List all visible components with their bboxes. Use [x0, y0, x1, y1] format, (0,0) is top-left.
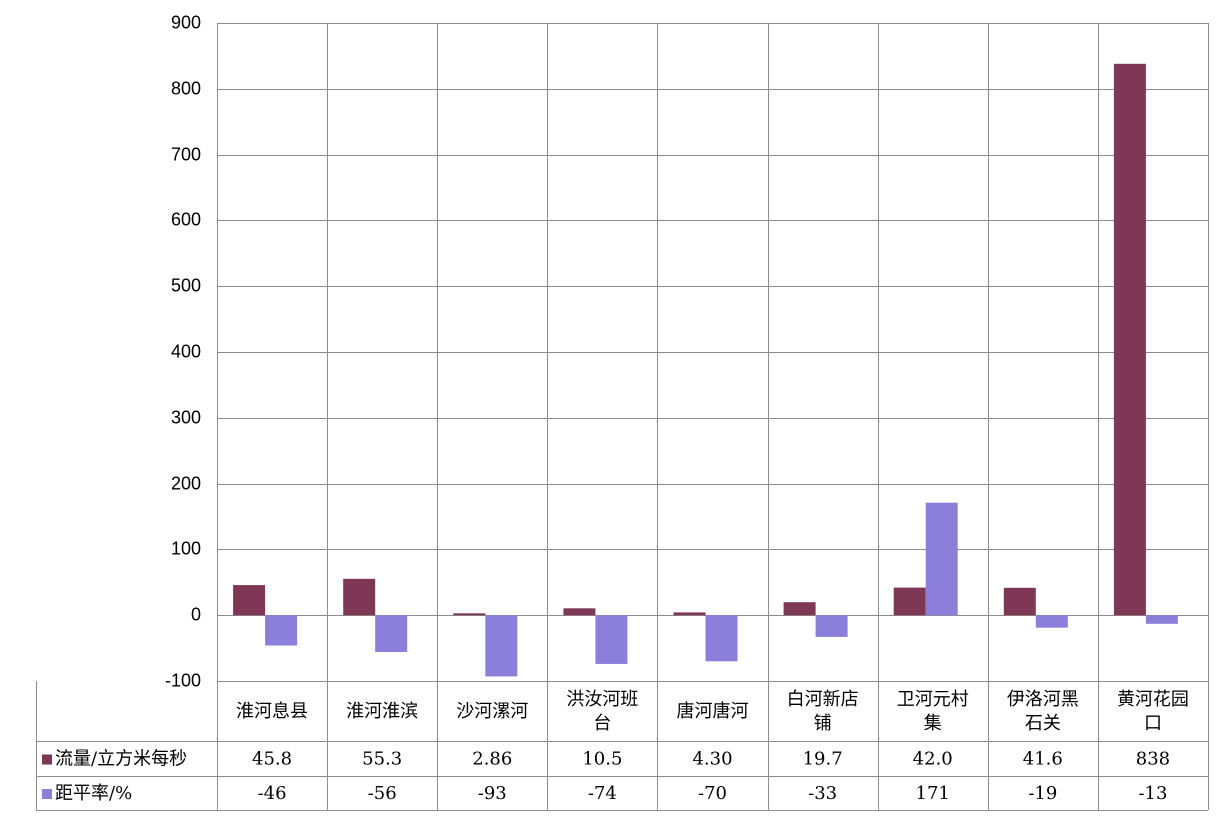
category-label: 铺 [814, 713, 832, 734]
bar-anomaly [925, 502, 958, 616]
bar-flow [673, 612, 706, 616]
y-tick-label: 200 [171, 473, 201, 493]
y-tick-label: 0 [191, 604, 201, 624]
table-cell: 10.5 [582, 749, 622, 770]
category-label: 石关 [1025, 713, 1061, 734]
table-cell: -93 [478, 783, 507, 804]
legend-key-flow [42, 754, 52, 765]
table-cell: 19.7 [803, 749, 843, 770]
table-cell: -33 [808, 783, 837, 804]
y-tick-label: 500 [171, 275, 201, 295]
category-label: 唐河唐河 [677, 701, 749, 722]
table-cell: 4.30 [692, 749, 732, 770]
category-label: 伊洛河黑 [1007, 689, 1079, 710]
y-tick-label: -100 [165, 670, 201, 690]
y-tick-label: 900 [171, 12, 201, 32]
category-label: 台 [593, 713, 611, 734]
legend-label: 距平率/% [55, 783, 132, 804]
bar-anomaly [485, 615, 518, 677]
bar-anomaly [375, 615, 408, 652]
category-label: 黄河花园 [1117, 689, 1189, 710]
category-label: 卫河元村 [897, 689, 969, 710]
bar-flow [893, 587, 926, 616]
category-label: 沙河漯河 [456, 701, 528, 722]
table-cell: 42.0 [913, 749, 953, 770]
table-cell: -19 [1028, 783, 1057, 804]
y-tick-label: 300 [171, 407, 201, 427]
bar-anomaly [1035, 615, 1068, 628]
category-label: 白河新店 [787, 689, 859, 710]
category-label: 口 [1144, 713, 1162, 734]
bar-flow [1003, 587, 1036, 616]
table-cell: 55.3 [362, 749, 402, 770]
table-cell: -56 [368, 783, 397, 804]
bar-flow [1113, 63, 1146, 616]
bar-anomaly [595, 615, 628, 664]
table-cell: 171 [916, 783, 950, 804]
bar-flow [783, 602, 816, 616]
bar-anomaly [705, 615, 738, 662]
y-tick-label: 700 [171, 144, 201, 164]
bar-flow [233, 585, 266, 616]
category-label: 淮河息县 [236, 701, 308, 722]
y-tick-label: 400 [171, 341, 201, 361]
category-label: 集 [924, 713, 942, 734]
legend-label: 流量/立方米每秒 [55, 749, 187, 770]
bar-flow [343, 578, 376, 616]
bar-anomaly [1145, 615, 1178, 624]
y-tick-label: 600 [171, 209, 201, 229]
legend-key-anomaly [42, 789, 52, 799]
table-cell: -13 [1138, 783, 1167, 804]
table-cell: 41.6 [1023, 749, 1063, 770]
table-cell: 2.86 [472, 749, 512, 770]
table-cell: -46 [258, 783, 287, 804]
category-label: 洪汝河班 [566, 689, 638, 710]
table-cell: -70 [698, 783, 727, 804]
table-cell: -74 [588, 783, 617, 804]
y-tick-label: 100 [171, 538, 201, 558]
y-tick-label: 800 [171, 78, 201, 98]
bar-anomaly [815, 615, 848, 637]
table-cell: 838 [1136, 749, 1170, 770]
bar-flow [563, 608, 596, 616]
bar-flow [453, 613, 486, 616]
bar-anomaly [265, 615, 298, 646]
table-cell: 45.8 [252, 749, 292, 770]
category-label: 淮河淮滨 [346, 701, 418, 722]
